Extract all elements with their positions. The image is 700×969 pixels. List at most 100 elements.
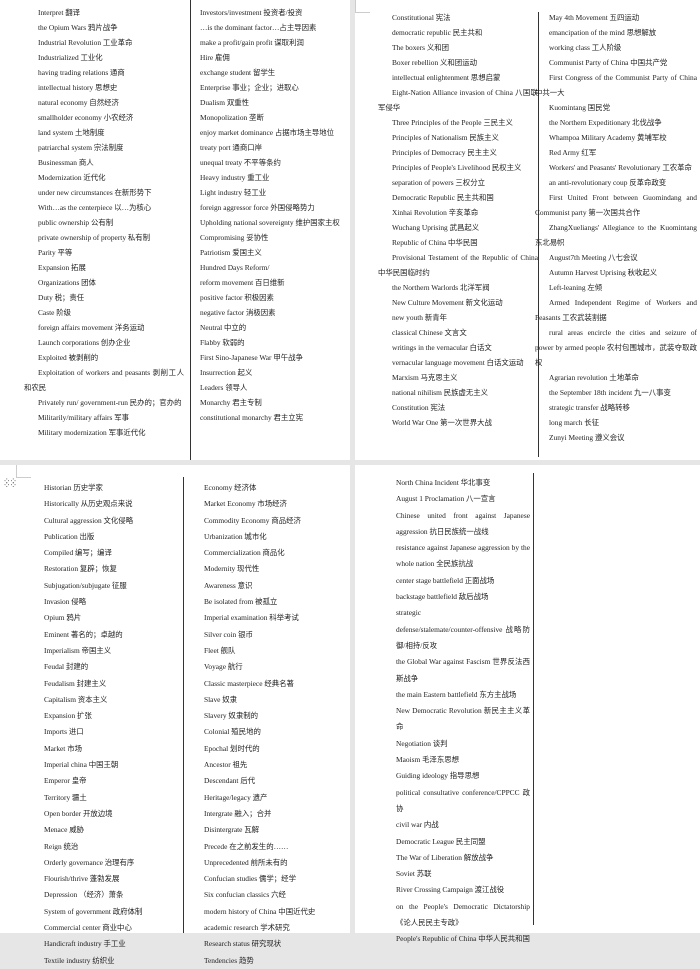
vocabulary-entry: public ownership 公有制 bbox=[38, 218, 114, 227]
vocabulary-entry: Disintergrate 瓦解 bbox=[204, 825, 260, 835]
vocabulary-entry: Communist Party of China 中国共产党 bbox=[549, 58, 668, 67]
vocabulary-entry: Patriotism 爱国主义 bbox=[200, 248, 262, 257]
column-divider bbox=[190, 0, 191, 460]
vocabulary-entry: Flabby 软弱的 bbox=[200, 338, 245, 347]
vocabulary-entry: Parity 平等 bbox=[38, 248, 73, 257]
vocabulary-entry: under new circumstances 在新形势下 bbox=[38, 188, 152, 197]
vocabulary-entry: …is the dominant factor…占主导因素 bbox=[200, 23, 317, 32]
vocabulary-entry: Boxer rebellion 义和团运动 bbox=[392, 58, 477, 67]
vocabulary-entry: ZhangXueliangs' Allegiance to the Kuomin… bbox=[535, 223, 697, 247]
vocabulary-entry: Monarchy 君主专制 bbox=[200, 398, 262, 407]
drag-handle-icon[interactable]: ⁘⁘ ⁘⁘ bbox=[3, 476, 17, 490]
vocabulary-entry: Slave 奴隶 bbox=[204, 694, 238, 704]
vocabulary-entry: Military modernization 军事近代化 bbox=[38, 428, 146, 437]
vocabulary-entry: strategic transfer 战略转移 bbox=[549, 403, 630, 412]
vocabulary-entry: Leaders 领导人 bbox=[200, 383, 248, 392]
vocabulary-entry: Xinhai Revolution 辛亥革命 bbox=[392, 208, 479, 217]
column-1: Constitutional 宪法 democratic republic 民主共… bbox=[378, 10, 538, 430]
vocabulary-entry: Cultural aggression 文化侵略 bbox=[44, 515, 134, 525]
vocabulary-entry: Expansion 扩张 bbox=[44, 711, 92, 721]
vocabulary-entry: Flourish/thrive 蓬勃发展 bbox=[44, 874, 120, 884]
vocabulary-entry: Research status 研究现状 bbox=[204, 939, 282, 949]
vocabulary-entry: treaty port 通商口岸 bbox=[200, 143, 262, 152]
vocabulary-entry: Agrarian revolution 土地革命 bbox=[549, 373, 639, 382]
vocabulary-entry: resistance against Japanese aggression b… bbox=[396, 543, 530, 569]
vocabulary-entry: Silver coin 银币 bbox=[204, 629, 253, 639]
column-divider bbox=[183, 477, 184, 933]
vocabulary-entry: private ownership of property 私有制 bbox=[38, 233, 151, 242]
vocabulary-entry: Be isolated from 被孤立 bbox=[204, 597, 278, 607]
vocabulary-entry: Investors/investment 投资者/投资 bbox=[200, 8, 303, 17]
vocabulary-entry: Feudal 封建的 bbox=[44, 662, 89, 672]
vocabulary-entry: First United Front between Guomindang an… bbox=[535, 193, 697, 217]
vocabulary-entry: August7th Meeting 八七会议 bbox=[549, 253, 638, 262]
vocabulary-entry: Soviet 苏联 bbox=[396, 869, 432, 879]
vocabulary-entry: Modernization 近代化 bbox=[38, 173, 106, 182]
vocabulary-entry: Modernity 现代性 bbox=[204, 564, 260, 574]
vocabulary-entry: Voyage 航行 bbox=[204, 662, 243, 672]
page-top-right: Constitutional 宪法 democratic republic 民主共… bbox=[355, 0, 700, 460]
vocabulary-entry: unequal treaty 不平等条约 bbox=[200, 158, 281, 167]
vocabulary-entry: Heavy industry 重工业 bbox=[200, 173, 270, 182]
vocabulary-entry: the Global War against Fascism 世界反法西斯战争 bbox=[396, 657, 530, 683]
vocabulary-entry: Handicraft industry 手工业 bbox=[44, 939, 126, 949]
vocabulary-entry: Militarily/military affairs 军事 bbox=[38, 413, 129, 422]
vocabulary-entry: Left-leaning 左倾 bbox=[549, 283, 603, 292]
vocabulary-entry: Heritage/legacy 遗产 bbox=[204, 792, 268, 802]
vocabulary-entry: rural areas encircle the cities and seiz… bbox=[535, 328, 697, 367]
vocabulary-entry: First Congress of the Communist Party of… bbox=[535, 73, 697, 97]
vocabulary-entry: Industrial Revolution 工业革命 bbox=[38, 38, 133, 47]
vocabulary-entry: new youth 新青年 bbox=[392, 313, 448, 322]
vocabulary-entry: May 4th Movement 五四运动 bbox=[549, 13, 640, 22]
vocabulary-entry: having trading relations 通商 bbox=[38, 68, 125, 77]
vocabulary-entry: emancipation of the mind 思想解放 bbox=[549, 28, 657, 37]
vocabulary-entry: patriarchal system 宗法制度 bbox=[38, 143, 124, 152]
vocabulary-entry: defense/stalemate/counter-offensive 战略防御… bbox=[396, 624, 530, 650]
vocabulary-entry: Slavery 奴隶制的 bbox=[204, 711, 258, 721]
vocabulary-entry: Depression （经济）萧条 bbox=[44, 890, 124, 900]
column-1: North China Incident 华北事变 August 1 Procla… bbox=[396, 475, 530, 948]
vocabulary-entry: Guiding ideology 指导思想 bbox=[396, 771, 480, 781]
vocabulary-entry: With…as the centerpiece 以…为核心 bbox=[38, 203, 152, 212]
vocabulary-entry: Imperial china 中国王朝 bbox=[44, 760, 119, 770]
vocabulary-entry: intellectual history 思想史 bbox=[38, 83, 118, 92]
vocabulary-entry: national nihilism 民族虚无主义 bbox=[392, 388, 489, 397]
vocabulary-entry: Precede 在之前发生的…… bbox=[204, 841, 289, 851]
vocabulary-entry: Exploitation of workers and peasants 剥削工… bbox=[24, 368, 184, 392]
vocabulary-entry: Textile industry 纺织业 bbox=[44, 955, 115, 965]
vocabulary-entry: Unprecedented 前所未有的 bbox=[204, 857, 288, 867]
vocabulary-entry: natural economy 自然经济 bbox=[38, 98, 119, 107]
page-corner-mark bbox=[355, 0, 370, 13]
vocabulary-entry: Opium 鸦片 bbox=[44, 613, 82, 623]
vocabulary-entry: make a profit/gain profit 谋取利润 bbox=[200, 38, 304, 47]
vocabulary-entry: Fleet 舰队 bbox=[204, 645, 236, 655]
vocabulary-entry: First Sino-Japanese War 甲午战争 bbox=[200, 353, 303, 362]
column-2: Economy 经济体 Market Economy 市场经济 Commodity … bbox=[204, 480, 344, 969]
vocabulary-entry: Zunyi Meeting 遵义会议 bbox=[549, 433, 625, 442]
vocabulary-entry: Upholding national sovereignty 维护国家主权 bbox=[200, 218, 340, 227]
vocabulary-entry: Awareness 意识 bbox=[204, 580, 253, 590]
vocabulary-entry: Market Economy 市场经济 bbox=[204, 499, 287, 509]
vocabulary-entry: River Crossing Campaign 渡江战役 bbox=[396, 885, 505, 895]
vocabulary-entry: Exploited 被剥削的 bbox=[38, 353, 99, 362]
vocabulary-entry: Constitutional 宪法 bbox=[392, 13, 451, 22]
column-1: Interpret 翻译 the Opium Wars 鸦片战争 Industria… bbox=[24, 5, 184, 440]
vocabulary-entry: Economy 经济体 bbox=[204, 483, 257, 492]
vocabulary-entry: negative factor 消极因素 bbox=[200, 308, 276, 317]
vocabulary-entry: on the People's Democratic Dictatorship … bbox=[396, 901, 530, 928]
vocabulary-entry: Organizations 团体 bbox=[38, 278, 96, 287]
vocabulary-entry: Commercialization 商品化 bbox=[204, 548, 285, 558]
vocabulary-entry: Democratic Republic 民主共和国 bbox=[392, 193, 494, 202]
vocabulary-entry: exchange student 留学生 bbox=[200, 68, 276, 77]
vocabulary-entry: intellectual enlightenment 思想启蒙 bbox=[392, 73, 501, 82]
vocabulary-entry: Industrialized 工业化 bbox=[38, 53, 103, 62]
vocabulary-entry: strategic bbox=[396, 608, 422, 618]
vocabulary-entry: Light industry 轻工业 bbox=[200, 188, 267, 197]
vocabulary-entry: enjoy market dominance 占据市场主导地位 bbox=[200, 128, 335, 137]
vocabulary-entry: constitutional monarchy 君主立宪 bbox=[200, 413, 304, 422]
vocabulary-entry: Publication 出版 bbox=[44, 531, 95, 541]
vocabulary-entry: Reign 统治 bbox=[44, 841, 79, 851]
vocabulary-entry: Red Army 红军 bbox=[549, 148, 597, 157]
column-divider bbox=[538, 12, 539, 457]
vocabulary-entry: the September 18th incident 九一八事变 bbox=[549, 388, 671, 397]
